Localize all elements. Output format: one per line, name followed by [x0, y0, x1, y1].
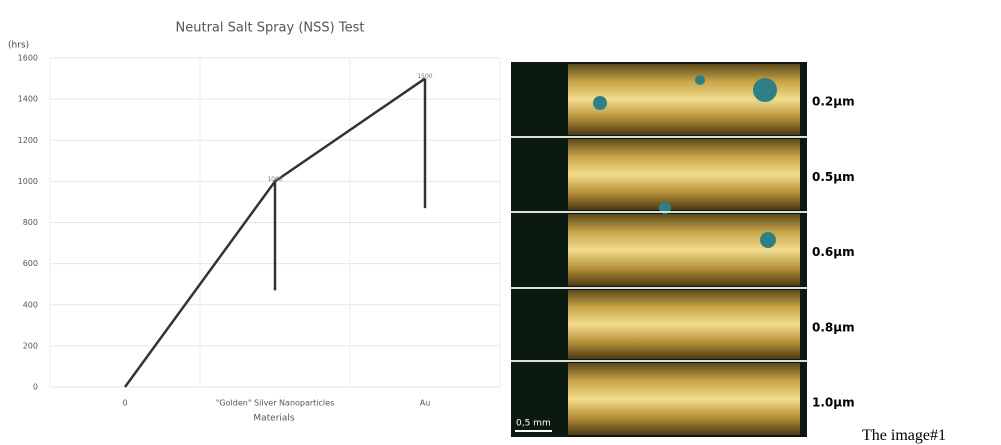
y-tick-label: 600 [23, 259, 38, 268]
cylinder [568, 214, 800, 286]
chart-title: Neutral Salt Spray (NSS) Test [176, 21, 365, 36]
thickness-label: 0.8µm [812, 320, 855, 334]
data-label: 1500 [417, 73, 432, 80]
spot [593, 96, 607, 110]
spot [753, 78, 777, 102]
photo: 0,5 mm [511, 62, 807, 437]
strip [568, 64, 800, 135]
y-tick-label: 1200 [18, 136, 38, 145]
y-tick-label: 400 [23, 300, 38, 309]
spot [760, 232, 776, 248]
y-axis-label: (hrs) [8, 41, 29, 51]
strip [568, 214, 800, 286]
strip [568, 139, 800, 214]
x-axis-label: Materials [253, 414, 295, 424]
cylinder [568, 290, 800, 359]
thickness-label: 0.5µm [812, 170, 855, 184]
x-tick-label: 0 [122, 399, 127, 408]
thickness-label: 0.2µm [812, 95, 855, 109]
cylinder [568, 363, 800, 435]
y-tick-label: 1000 [18, 177, 38, 186]
thickness-label: 1.0µm [812, 396, 855, 410]
data-label: 1000 [267, 176, 282, 183]
y-tick-label: 0 [33, 383, 38, 392]
x-tick-label: "Golden" Silver Nanoparticles [216, 399, 335, 408]
scale-bar-label: 0,5 mm [516, 419, 551, 429]
spot [695, 75, 705, 85]
caption: The image#1 [862, 427, 946, 445]
cylinder [568, 139, 800, 210]
y-tick-label: 1600 [18, 54, 38, 63]
page: Neutral Salt Spray (NSS) Test (hrs) Mate… [0, 0, 1001, 445]
y-tick-label: 1400 [18, 95, 38, 104]
x-tick-label: Au [420, 399, 431, 408]
thickness-label: 0.6µm [812, 245, 855, 259]
y-tick-label: 800 [23, 218, 38, 227]
figure: Neutral Salt Spray (NSS) Test (hrs) Mate… [0, 0, 1001, 445]
y-tick-label: 200 [23, 341, 38, 350]
